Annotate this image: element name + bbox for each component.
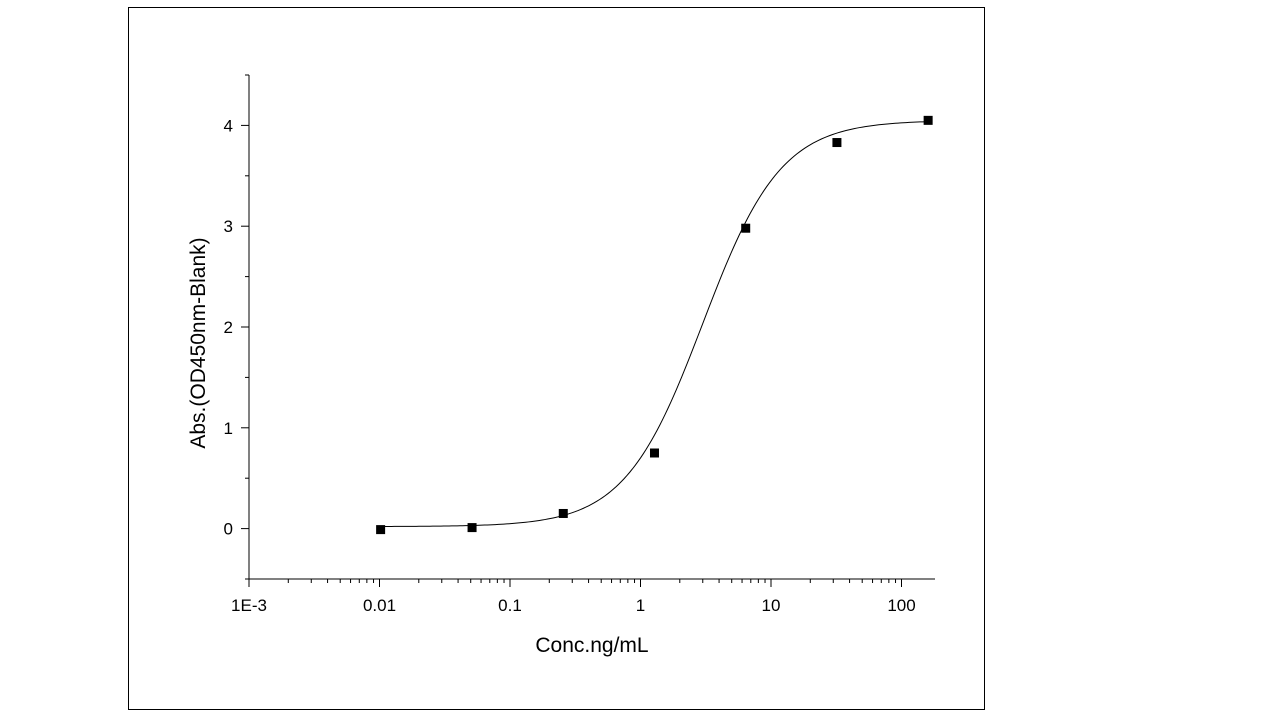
data-point <box>923 115 933 125</box>
x-tick-label: 0.01 <box>363 596 396 615</box>
y-tick-label: 2 <box>224 318 233 337</box>
x-tick-label: 1 <box>636 596 645 615</box>
data-point <box>649 448 659 458</box>
x-axis-title: Conc.ng/mL <box>535 634 648 657</box>
x-tick-label: 100 <box>887 596 915 615</box>
data-point <box>376 525 386 535</box>
y-tick-label: 1 <box>224 419 233 438</box>
y-tick-label: 3 <box>224 217 233 236</box>
axes: 1E-3 0.01 0.1 1 10 100 0 1 2 3 4 <box>224 74 935 615</box>
plot-frame <box>128 7 985 710</box>
data-point <box>832 138 842 148</box>
y-axis-title: Abs.(OD450nm-Blank) <box>187 237 210 448</box>
x-tick-label: 1E-3 <box>231 596 267 615</box>
fit-curve <box>380 121 929 527</box>
y-tick-label: 0 <box>224 520 233 539</box>
data-point <box>741 223 751 233</box>
data-point <box>558 508 568 518</box>
y-tick-label: 4 <box>224 116 233 135</box>
data-point <box>467 523 477 533</box>
data-points <box>376 115 933 535</box>
x-tick-label: 10 <box>762 596 781 615</box>
x-tick-label: 0.1 <box>498 596 522 615</box>
